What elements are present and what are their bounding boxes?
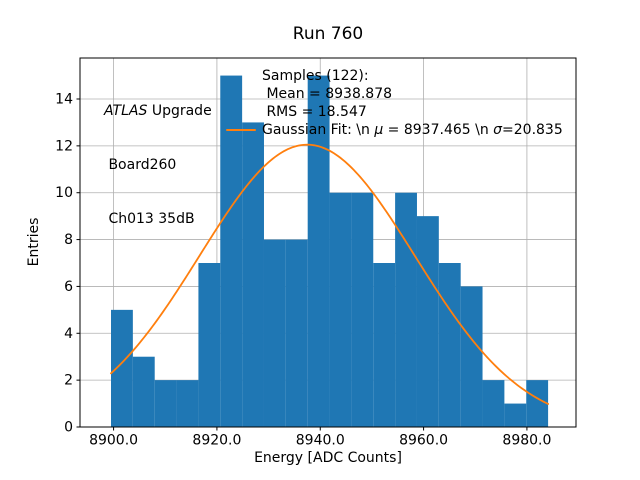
chart-title: Run 760	[292, 24, 364, 44]
legend-row-rms: RMS = 18.547	[226, 103, 563, 121]
x-tick-label: 8920.0	[192, 433, 241, 449]
y-tick-label: 6	[64, 279, 73, 295]
histogram-bar	[242, 122, 264, 427]
histogram-bar	[307, 75, 330, 428]
x-axis-label: Energy [ADC Counts]	[254, 450, 402, 466]
x-tick-label: 8960.0	[399, 433, 448, 449]
legend-rms-label: RMS = 18.547	[262, 104, 367, 120]
y-tick-label: 14	[55, 91, 73, 107]
annotation-line-1: ATLAS Upgrade	[104, 102, 212, 120]
gaussian-fit-legend-line	[226, 121, 256, 139]
legend-handle-empty	[226, 103, 256, 121]
histogram-bar	[504, 403, 527, 427]
x-tick-label: 8900.0	[89, 433, 138, 449]
histogram-bar	[198, 263, 221, 427]
histogram-bar	[154, 380, 177, 427]
histogram-bar	[395, 192, 417, 427]
legend-gaussian-label: Gaussian Fit: \n μ = 8937.465 \n σ=20.83…	[262, 122, 563, 138]
legend-handle-empty	[226, 67, 256, 85]
annotation-upgrade: Upgrade	[147, 103, 212, 119]
histogram-bar	[373, 263, 396, 427]
histogram-bar	[285, 239, 308, 427]
x-tick-label: 8980.0	[502, 433, 551, 449]
y-tick-label: 8	[64, 232, 73, 248]
histogram-bar	[351, 192, 374, 427]
axes-frame	[79, 57, 577, 428]
histogram-bar	[416, 216, 439, 427]
legend-row-samples: Samples (122):	[226, 67, 563, 85]
y-tick-label: 4	[64, 326, 73, 342]
histogram-bar	[460, 286, 483, 427]
y-tick-label: 2	[64, 373, 73, 389]
annotation-atlas: ATLAS	[104, 103, 148, 119]
y-tick-label: 0	[64, 419, 73, 435]
legend-handle-empty	[226, 85, 256, 103]
legend: Samples (122): Mean = 8938.878 RMS = 18.…	[226, 67, 563, 139]
legend-samples-label: Samples (122):	[262, 68, 369, 84]
y-tick-label: 10	[55, 185, 73, 201]
histogram-bar	[132, 356, 155, 427]
histogram-bar	[482, 380, 505, 427]
detector-annotation: ATLAS Upgrade Board260 Ch013 35dB	[104, 66, 212, 264]
annotation-line-2: Board260	[104, 157, 177, 173]
histogram-bar	[526, 380, 549, 427]
y-axis-label: Entries	[26, 217, 42, 267]
legend-mean-label: Mean = 8938.878	[262, 86, 393, 102]
legend-row-mean: Mean = 8938.878	[226, 85, 563, 103]
histogram-bar	[329, 192, 352, 427]
legend-row-gaussian-fit: Gaussian Fit: \n μ = 8937.465 \n σ=20.83…	[226, 121, 563, 139]
histogram-bar	[111, 309, 133, 427]
histogram-bar	[263, 239, 286, 427]
histogram-bar	[438, 263, 461, 427]
annotation-line-3: Ch013 35dB	[104, 211, 195, 227]
y-tick-label: 12	[55, 138, 73, 154]
histogram-bar	[176, 380, 199, 427]
gaussian-fit-curve	[110, 143, 549, 405]
histogram-bar	[220, 75, 243, 428]
x-tick-label: 8940.0	[296, 433, 345, 449]
